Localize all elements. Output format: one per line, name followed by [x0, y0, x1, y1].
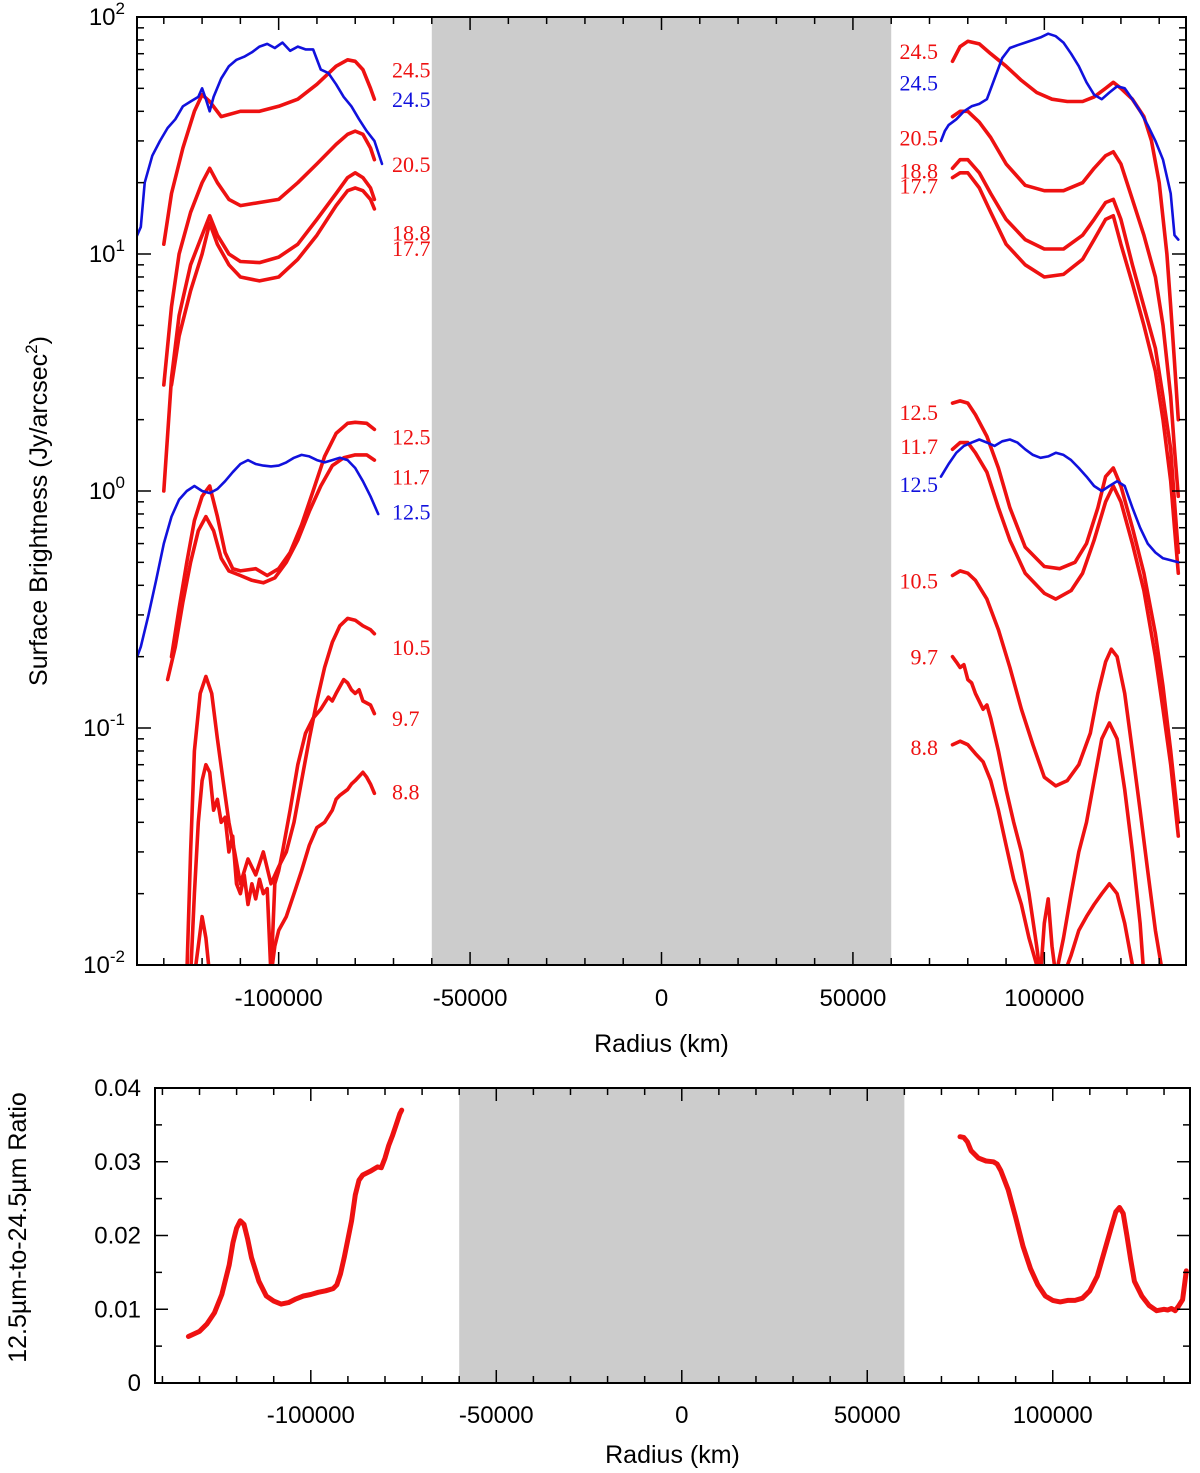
x-tick-label: 100000	[1013, 1402, 1093, 1429]
curve-label-12-5: 12.5	[392, 499, 431, 524]
curve-label-10-5: 10.5	[900, 568, 939, 593]
x-axis-title: Radius (km)	[594, 1030, 729, 1058]
masked-region-shade	[431, 17, 892, 965]
y-tick-label: 0	[128, 1370, 141, 1397]
x-axis-title: Radius (km)	[605, 1441, 740, 1469]
x-tick-label: 100000	[1004, 985, 1084, 1012]
curve-label-24-5: 24.5	[392, 58, 431, 83]
model-curve-10-5-right	[950, 569, 1164, 965]
curve-label-17-7: 17.7	[900, 173, 939, 198]
model-curve-20-5-right	[950, 109, 1181, 499]
y-tick-label: 0.04	[94, 1075, 141, 1102]
model-curve-18-8-left	[162, 171, 377, 493]
model-curve-10-5-left	[185, 616, 377, 965]
x-tick-label: -50000	[433, 985, 508, 1012]
model-curve-17-7-left	[169, 186, 377, 387]
curve-label-8-8: 8.8	[392, 779, 420, 804]
model-curve-8-8-left	[194, 770, 377, 965]
brightness-series	[137, 32, 1181, 965]
y-tick-label: 0.03	[94, 1149, 141, 1176]
brightness-panel: 24.524.520.518.817.712.511.712.510.59.78…	[22, 0, 1187, 1058]
curve-label-12-5: 12.5	[900, 400, 939, 425]
observed-curve-24-5-left	[137, 41, 384, 239]
y-tick-label: 0.02	[94, 1223, 141, 1250]
curve-label-20-5: 20.5	[900, 126, 939, 151]
model-curve-17-7-right	[950, 171, 1181, 575]
model-curve-12-5-right	[950, 399, 1181, 825]
x-tick-label: -50000	[459, 1402, 534, 1429]
model-curve-18-8-right	[950, 157, 1181, 555]
y-axis-ticks: 10-2 10-1 100 101 102	[83, 0, 1186, 979]
observed-curve-24-5-right	[939, 32, 1180, 241]
model-curve-24-5-right	[950, 39, 1181, 422]
curve-label-9-7: 9.7	[911, 645, 939, 670]
ratio-curve-left	[185, 1107, 405, 1339]
ratio-series	[185, 1107, 1189, 1339]
curve-label-9-7: 9.7	[392, 706, 420, 731]
model-curve-20-5-left	[162, 129, 377, 387]
y-tick-label: 101	[89, 236, 125, 268]
curve-label-20-5: 20.5	[392, 152, 431, 177]
model-curve-8-8-right	[950, 739, 1135, 965]
masked-region-shade	[459, 1088, 905, 1383]
y-tick-label: 10-1	[83, 710, 125, 742]
curve-label-8-8: 8.8	[911, 735, 939, 760]
y-tick-label: 0.01	[94, 1296, 141, 1323]
ratio-curve-right	[957, 1134, 1189, 1314]
curve-label-11-7: 11.7	[900, 434, 938, 459]
curve-label-24-5: 24.5	[392, 87, 431, 112]
model-curve-12-5-left	[169, 420, 377, 659]
model-curve-24-5-left	[162, 58, 377, 246]
x-tick-label: -100000	[235, 985, 323, 1012]
x-axis-ticks: -100000 -50000 0 50000 100000	[163, 17, 1160, 1012]
curve-label-17-7: 17.7	[392, 236, 431, 261]
x-tick-label: 0	[675, 1402, 688, 1429]
curve-label-18-8: 18.8	[392, 221, 431, 246]
ratio-panel: -100000 -50000 0 50000 100000 00.010.020.030…	[4, 1075, 1191, 1469]
x-axis-ticks: -100000 -50000 0 50000 100000	[161, 1088, 1165, 1429]
curve-label-18-8: 18.8	[900, 159, 939, 184]
x-tick-label: -100000	[267, 1402, 355, 1429]
x-tick-label: 50000	[820, 985, 887, 1012]
model-curve-11-7-right	[950, 440, 1181, 838]
model-curve-9-7-left	[189, 677, 377, 965]
y-tick-label: 10-2	[83, 947, 125, 979]
observed-curve-12-5-left	[137, 453, 380, 661]
curve-label-12-5: 12.5	[392, 424, 431, 449]
curve-label-11-7: 11.7	[392, 465, 430, 490]
curve-label-24-5: 24.5	[900, 70, 939, 95]
y-axis-ticks: 0 0.01 0.02 0.03 0.04	[94, 1075, 1190, 1397]
observed-curve-12-5-right	[939, 438, 1180, 564]
model-curve-11-7-left	[165, 453, 377, 682]
y-tick-label: 102	[89, 0, 125, 31]
x-tick-label: 0	[655, 985, 668, 1012]
curve-label-12-5: 12.5	[900, 472, 939, 497]
curve-label-24-5: 24.5	[900, 39, 939, 64]
curve-label-10-5: 10.5	[392, 635, 431, 660]
curve-labels: 24.524.520.518.817.712.511.712.510.59.78…	[392, 39, 938, 805]
y-axis-title: 12.5µm-to-24.5µm Ratio	[4, 1092, 32, 1363]
y-axis-title: Surface Brightness (Jy/arcsec2)	[22, 336, 53, 686]
x-tick-label: 50000	[834, 1402, 901, 1429]
model-curve-9-7-right	[950, 654, 1145, 965]
y-tick-label: 100	[89, 473, 125, 505]
